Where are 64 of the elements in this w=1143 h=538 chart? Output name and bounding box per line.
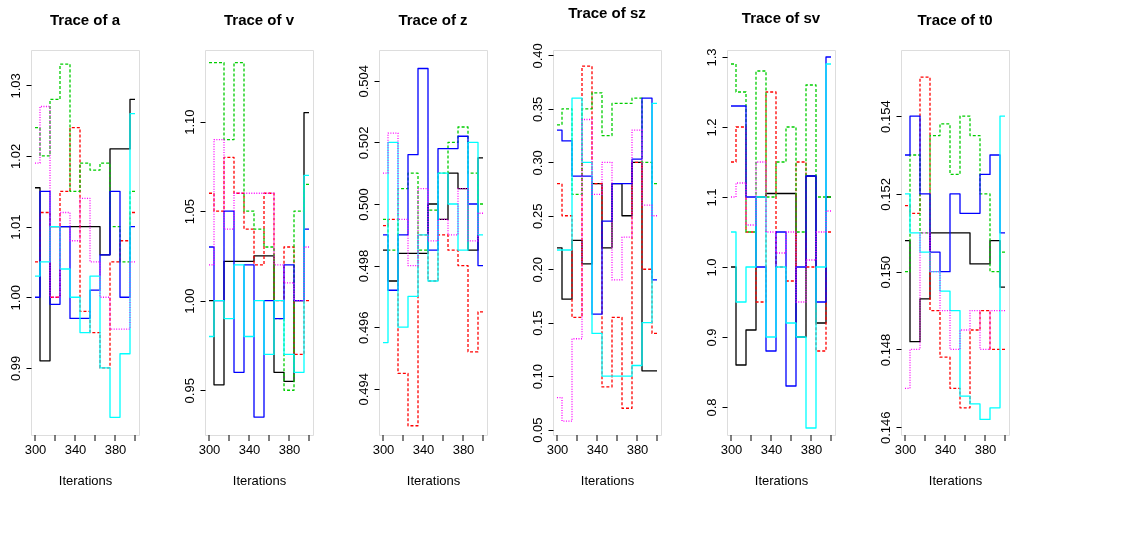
y-tick-label: 0.30 — [529, 150, 545, 176]
y-tick-label: 0.494 — [355, 373, 371, 406]
x-tick-label: 380 — [800, 441, 823, 457]
x-tick-label: 340 — [412, 441, 435, 457]
y-tick-label: 0.146 — [877, 411, 893, 444]
x-axis-title: Iterations — [406, 472, 461, 488]
x-tick-label: 300 — [24, 441, 47, 457]
y-tick-label: 1.1 — [703, 188, 719, 207]
y-tick-label: 0.35 — [529, 96, 545, 122]
y-tick-label: 1.03 — [7, 73, 23, 99]
chart-title: Trace of v — [223, 11, 295, 28]
x-axis-title: Iterations — [58, 472, 113, 488]
chart-title: Trace of z — [398, 11, 468, 28]
y-tick-label: 0.500 — [355, 188, 371, 221]
x-tick-label: 340 — [760, 441, 783, 457]
y-tick-label: 1.0 — [703, 258, 719, 277]
x-tick-label: 300 — [546, 441, 569, 457]
y-tick-label: 0.25 — [529, 203, 545, 229]
y-tick-label: 1.3 — [703, 48, 719, 67]
y-tick-label: 0.15 — [529, 310, 545, 336]
y-tick-label: 0.05 — [529, 417, 545, 443]
x-tick-label: 340 — [64, 441, 87, 457]
y-tick-label: 0.504 — [355, 65, 371, 98]
chart-title: Trace of sv — [741, 8, 821, 26]
x-tick-label: 340 — [238, 441, 261, 457]
y-tick-label: 0.9 — [703, 328, 719, 347]
x-tick-label: 380 — [626, 441, 649, 457]
x-axis-title: Iterations — [928, 472, 983, 488]
x-axis-title: Iterations — [232, 472, 287, 488]
y-tick-label: 0.496 — [355, 311, 371, 344]
y-tick-label: 1.00 — [7, 285, 23, 311]
y-tick-label: 1.00 — [181, 288, 197, 314]
y-tick-label: 0.502 — [355, 126, 371, 160]
x-axis-title: Iterations — [754, 472, 809, 488]
y-tick-label: 1.05 — [181, 199, 197, 225]
y-tick-label: 0.40 — [529, 43, 545, 69]
chart-title: Trace of sz — [568, 3, 646, 21]
chart-title: Trace of a — [49, 11, 121, 28]
x-tick-label: 380 — [278, 441, 301, 457]
y-tick-label: 0.498 — [355, 249, 371, 283]
x-tick-label: 380 — [974, 441, 997, 457]
x-axis-title: Iterations — [580, 472, 635, 488]
x-tick-label: 300 — [198, 441, 221, 457]
x-tick-label: 380 — [452, 441, 475, 457]
x-tick-label: 300 — [372, 441, 395, 457]
x-tick-label: 340 — [586, 441, 609, 457]
x-tick-label: 380 — [104, 441, 127, 457]
x-tick-label: 340 — [934, 441, 957, 457]
y-tick-label: 0.150 — [877, 255, 893, 289]
y-tick-label: 0.8 — [703, 398, 719, 417]
y-tick-label: 0.99 — [7, 355, 23, 382]
y-tick-label: 0.154 — [877, 100, 893, 133]
y-tick-label: 1.01 — [7, 214, 23, 240]
y-tick-label: 0.20 — [529, 257, 545, 283]
y-tick-label: 0.95 — [181, 378, 197, 404]
y-tick-label: 1.2 — [703, 118, 719, 137]
x-tick-label: 300 — [720, 441, 743, 457]
chart-title: Trace of t0 — [917, 11, 993, 28]
y-tick-label: 1.02 — [7, 143, 23, 170]
y-tick-label: 1.10 — [181, 109, 197, 135]
y-tick-label: 0.148 — [877, 333, 893, 367]
y-tick-label: 0.152 — [877, 178, 893, 211]
x-tick-label: 300 — [894, 441, 917, 457]
y-tick-label: 0.10 — [529, 364, 545, 390]
